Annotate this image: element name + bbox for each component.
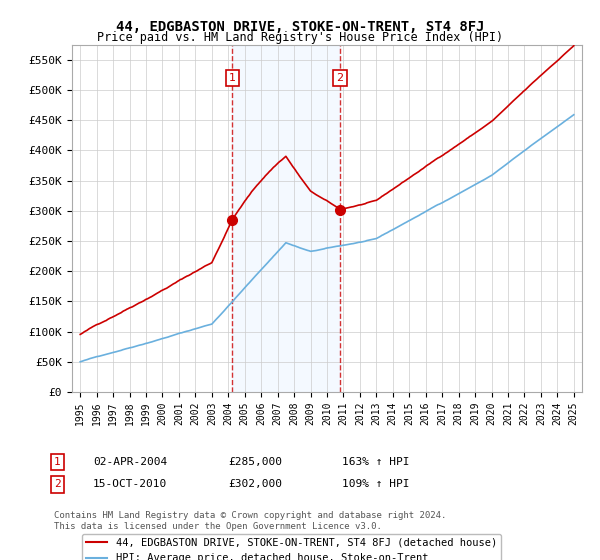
Text: 1: 1 [229,73,236,83]
Text: This data is licensed under the Open Government Licence v3.0.: This data is licensed under the Open Gov… [54,522,382,531]
Text: 44, EDGBASTON DRIVE, STOKE-ON-TRENT, ST4 8FJ: 44, EDGBASTON DRIVE, STOKE-ON-TRENT, ST4… [116,20,484,34]
Text: £285,000: £285,000 [228,457,282,467]
Text: Price paid vs. HM Land Registry's House Price Index (HPI): Price paid vs. HM Land Registry's House … [97,31,503,44]
Text: 15-OCT-2010: 15-OCT-2010 [93,479,167,489]
Text: 109% ↑ HPI: 109% ↑ HPI [342,479,409,489]
Text: 02-APR-2004: 02-APR-2004 [93,457,167,467]
Text: 1: 1 [54,457,61,467]
Text: 2: 2 [337,73,344,83]
Text: Contains HM Land Registry data © Crown copyright and database right 2024.: Contains HM Land Registry data © Crown c… [54,511,446,520]
Text: £302,000: £302,000 [228,479,282,489]
Text: 163% ↑ HPI: 163% ↑ HPI [342,457,409,467]
Legend: 44, EDGBASTON DRIVE, STOKE-ON-TRENT, ST4 8FJ (detached house), HPI: Average pric: 44, EDGBASTON DRIVE, STOKE-ON-TRENT, ST4… [82,534,501,560]
Text: 2: 2 [54,479,61,489]
Bar [232,45,340,392]
